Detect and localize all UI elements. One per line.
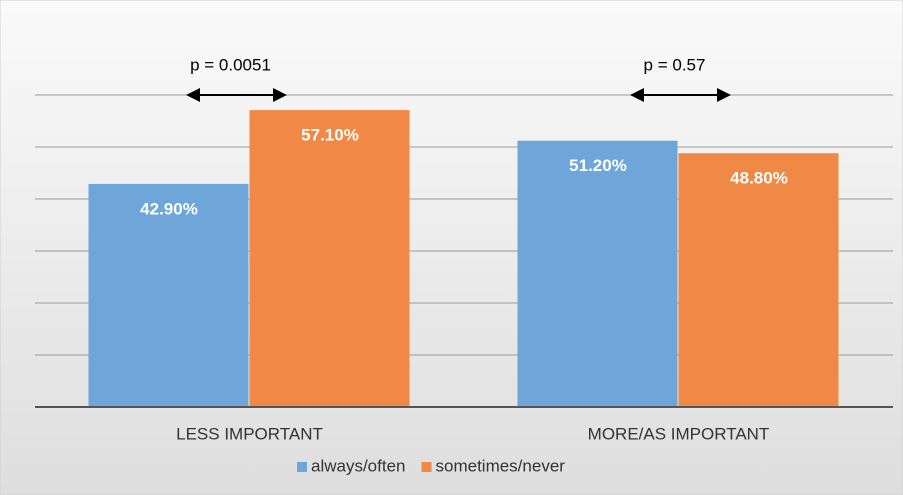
x-tick-label: MORE/AS IMPORTANT: [588, 424, 770, 443]
data-label: 48.80%: [730, 169, 788, 188]
bar: [517, 140, 678, 407]
bar: [678, 153, 839, 407]
data-label: 51.20%: [569, 156, 627, 175]
annotation: p = 0.57: [644, 55, 706, 74]
bar: [88, 183, 249, 407]
legend-label: sometimes/never: [436, 456, 566, 475]
legend-swatch: [421, 462, 432, 472]
legend-swatch: [297, 462, 307, 472]
x-tick-label: LESS IMPORTANT: [176, 424, 323, 443]
legend-label: always/often: [311, 456, 406, 475]
bar: [249, 110, 410, 407]
annotation: p = 0.0051: [190, 55, 271, 74]
data-label: 42.90%: [140, 199, 198, 218]
data-label: 57.10%: [301, 126, 359, 145]
